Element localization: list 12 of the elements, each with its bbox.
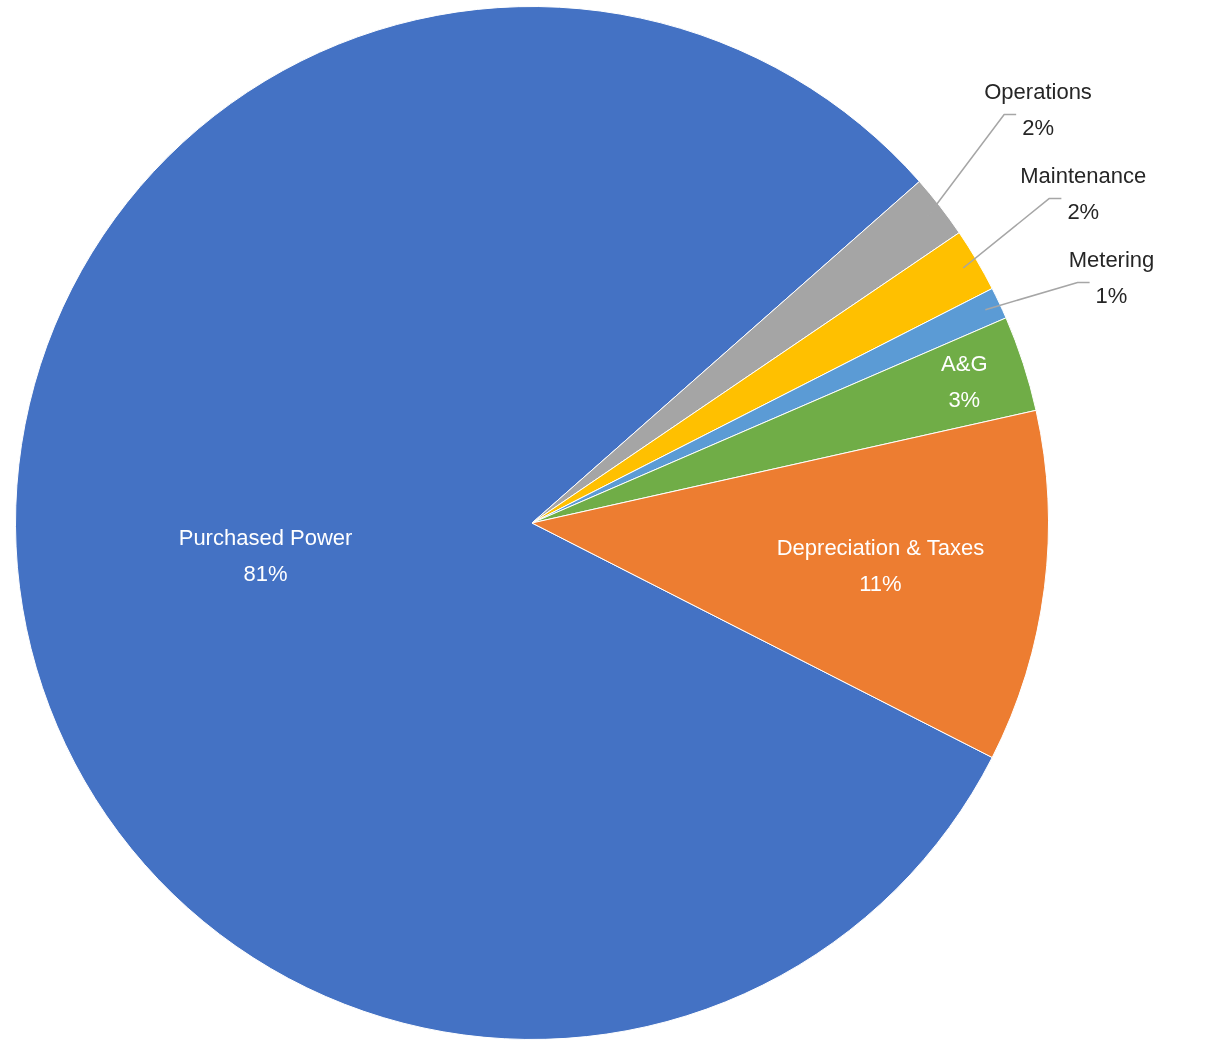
slice-label: Metering xyxy=(1068,246,1155,272)
data-label: 11% xyxy=(859,571,902,597)
slice-label: Depreciation & Taxes xyxy=(776,535,985,561)
slice-label: Operations xyxy=(984,78,1092,104)
data-label: 81% xyxy=(243,560,288,586)
data-label: 1% xyxy=(1095,282,1128,308)
data-label: 2% xyxy=(1022,114,1054,140)
slice-label: Purchased Power xyxy=(178,524,353,550)
data-label: 3% xyxy=(948,386,981,412)
data-label: 2% xyxy=(1067,198,1100,224)
slice-label: Maintenance xyxy=(1020,162,1147,188)
slice-label: A&G xyxy=(941,350,988,376)
